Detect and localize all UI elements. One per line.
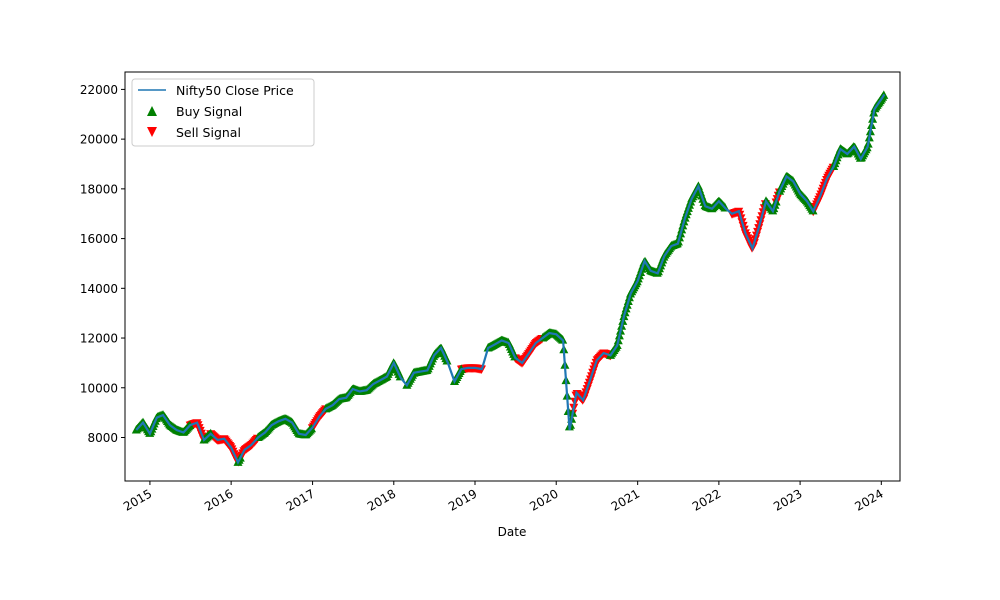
y-tick-label: 22000	[80, 83, 118, 97]
y-tick-label: 16000	[80, 232, 118, 246]
legend-label-buy: Buy Signal	[176, 104, 242, 119]
x-tick-label: 2020	[527, 486, 560, 513]
legend-sell-marker	[147, 127, 157, 137]
y-axis: 8000 10000 12000 14000 16000 18000 20000 22000	[80, 83, 125, 445]
x-tick-label: 2022	[690, 486, 723, 513]
legend-buy-marker	[147, 106, 157, 116]
y-tick-label: 8000	[87, 431, 118, 445]
legend-label-close: Nifty50 Close Price	[176, 83, 294, 98]
y-tick-label: 18000	[80, 182, 118, 196]
x-tick-label: 2018	[365, 486, 398, 513]
y-tick-label: 20000	[80, 133, 118, 147]
legend-box	[131, 78, 315, 147]
x-tick-label: 2015	[121, 486, 154, 513]
x-tick-label: 2019	[446, 486, 479, 513]
x-tick-label: 2021	[609, 486, 642, 513]
legend-label-sell: Sell Signal	[176, 125, 241, 140]
y-tick-label: 10000	[80, 381, 118, 395]
price-line	[135, 93, 886, 465]
x-axis-title: Date	[498, 525, 527, 539]
x-tick-label: 2023	[771, 486, 804, 513]
y-tick-label: 14000	[80, 282, 118, 296]
x-tick-label: 2017	[284, 486, 317, 513]
y-tick-label: 12000	[80, 332, 118, 346]
plot-frame	[124, 71, 901, 482]
x-tick-label: 2016	[202, 486, 235, 513]
x-tick-label: 2024	[852, 486, 885, 513]
legend: Nifty50 Close Price Buy Signal Sell Sign…	[131, 78, 315, 147]
x-axis: 2015 2016 2017 2018 2019 2020 2021 2022 2023 2024	[121, 481, 886, 514]
